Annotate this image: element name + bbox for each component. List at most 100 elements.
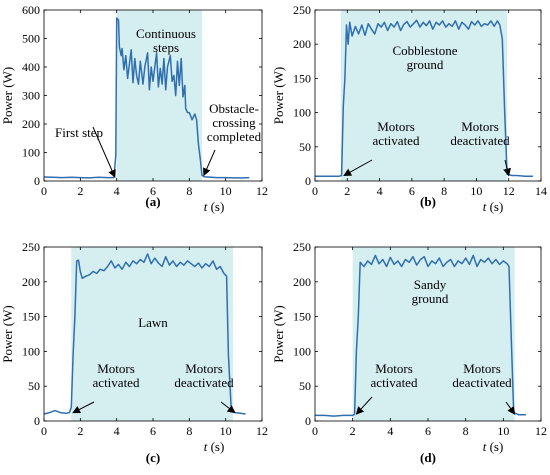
y-tick-label: 0 <box>305 174 311 188</box>
y-tick-label: 400 <box>22 60 40 74</box>
x-tick-label: 0 <box>312 184 318 198</box>
panel-c: 0 2 4 6 8 10 12 0 50 100 150 200 250 Power (W) t (s) (c… <box>0 240 268 465</box>
annotation-arrow <box>92 126 116 178</box>
x-tick-label: 0 <box>41 424 47 438</box>
y-tick-label: 150 <box>22 310 40 324</box>
x-tick-label: 0 <box>312 424 318 438</box>
y-tick-label: 250 <box>293 240 311 254</box>
x-tick-label: 14 <box>535 184 547 198</box>
y-tick-label: 250 <box>22 240 40 254</box>
y-tick-label: 150 <box>293 310 311 324</box>
x-tick-label: 4 <box>377 184 383 198</box>
y-tick-label: 200 <box>293 37 311 51</box>
y-tick-label: 0 <box>305 414 311 428</box>
annotation-text: Motors deactivated <box>450 119 510 148</box>
y-tick-label: 150 <box>293 71 311 85</box>
x-tick-label: 6 <box>150 184 156 198</box>
x-tick-label: 6 <box>150 424 156 438</box>
annotation-text: Motors deactivated <box>174 361 234 390</box>
x-axis-label: t (s) <box>483 199 504 214</box>
x-tick-label: 6 <box>409 184 415 198</box>
x-tick-label: 10 <box>497 424 509 438</box>
y-tick-label: 0 <box>34 414 40 428</box>
x-tick-label: 4 <box>387 424 393 438</box>
y-tick-label: 200 <box>22 117 40 131</box>
annotation-text: Motors activated <box>93 361 140 390</box>
x-tick-label: 10 <box>470 184 482 198</box>
y-tick-label: 0 <box>34 174 40 188</box>
panel-a: 0 2 4 6 8 10 12 0 100 200 300 400 500 600 Power (W) t (… <box>0 3 268 214</box>
x-tick-label: 2 <box>344 184 350 198</box>
x-tick-label: 6 <box>425 424 431 438</box>
x-tick-label: 8 <box>463 424 469 438</box>
y-tick-label: 100 <box>293 344 311 358</box>
y-tick-label: 50 <box>299 379 311 393</box>
panel-b: 0 2 4 6 8 10 12 14 0 50 100 150 200 250 Power (W) t (s)… <box>271 3 547 214</box>
annotation-text: Sandy ground <box>412 277 449 306</box>
y-tick-label: 50 <box>28 379 40 393</box>
x-tick-label: 2 <box>77 424 83 438</box>
annotation-arrow <box>505 401 516 415</box>
active-region-shade <box>71 247 233 421</box>
annotation-arrow <box>72 401 95 414</box>
x-axis-label: t (s) <box>204 439 225 454</box>
annotation-arrow <box>343 159 373 177</box>
x-tick-label: 10 <box>220 184 232 198</box>
panel-caption: (d) <box>420 450 436 465</box>
y-tick-label: 250 <box>293 3 311 17</box>
annotation-arrow <box>203 149 216 177</box>
annotation-text: Cobblestone ground <box>393 43 458 72</box>
y-tick-label: 500 <box>22 32 40 46</box>
panel-caption: (c) <box>146 450 160 465</box>
power-series-line <box>315 254 526 417</box>
annotation-text: Motors activated <box>373 119 420 148</box>
annotation-text: First step <box>55 125 103 140</box>
x-tick-label: 8 <box>186 424 192 438</box>
x-tick-label: 12 <box>503 184 515 198</box>
x-tick-label: 4 <box>114 184 120 198</box>
x-tick-label: 12 <box>256 424 268 438</box>
power-series-line <box>315 19 533 177</box>
y-axis-label: Power (W) <box>0 67 15 124</box>
y-tick-label: 200 <box>293 275 311 289</box>
x-tick-label: 10 <box>220 424 232 438</box>
annotation-text: Motors deactivated <box>452 361 512 390</box>
x-tick-label: 2 <box>77 184 83 198</box>
y-tick-label: 600 <box>22 3 40 17</box>
active-region-shade <box>352 247 515 421</box>
y-axis-label: Power (W) <box>271 67 286 124</box>
x-tick-label: 12 <box>256 184 268 198</box>
power-series-line <box>43 17 250 179</box>
annotation-text: Obstacle-crossing completed <box>207 101 262 144</box>
y-tick-label: 100 <box>22 146 40 160</box>
y-tick-label: 100 <box>22 344 40 358</box>
annotation-text: Lawn <box>138 315 168 330</box>
annotation-arrow <box>503 159 511 177</box>
y-tick-label: 300 <box>22 89 40 103</box>
panel-d: 0 2 4 6 8 10 12 0 50 100 150 200 250 Power (W) t (s) (d… <box>271 240 547 465</box>
x-tick-label: 8 <box>441 184 447 198</box>
y-tick-label: 100 <box>293 106 311 120</box>
annotation-arrow <box>355 396 373 415</box>
annotation-arrow <box>220 401 236 414</box>
x-tick-label: 2 <box>350 424 356 438</box>
y-axis-label: Power (W) <box>0 305 15 362</box>
x-tick-label: 0 <box>41 184 47 198</box>
x-tick-label: 8 <box>186 184 192 198</box>
x-axis-label: t (s) <box>483 439 504 454</box>
annotation-text: Motors activated <box>371 361 418 390</box>
y-axis-label: Power (W) <box>271 305 286 362</box>
x-tick-label: 4 <box>114 424 120 438</box>
y-tick-label: 200 <box>22 275 40 289</box>
active-region-shade <box>340 10 508 181</box>
panel-caption: (a) <box>145 194 160 209</box>
active-region-shade <box>116 10 203 181</box>
x-tick-label: 12 <box>535 424 547 438</box>
y-tick-label: 50 <box>299 140 311 154</box>
x-axis-label: t (s) <box>204 199 225 214</box>
power-series-line <box>43 253 246 415</box>
annotation-text: Continuous steps <box>136 26 196 55</box>
plot-frame <box>314 9 542 182</box>
